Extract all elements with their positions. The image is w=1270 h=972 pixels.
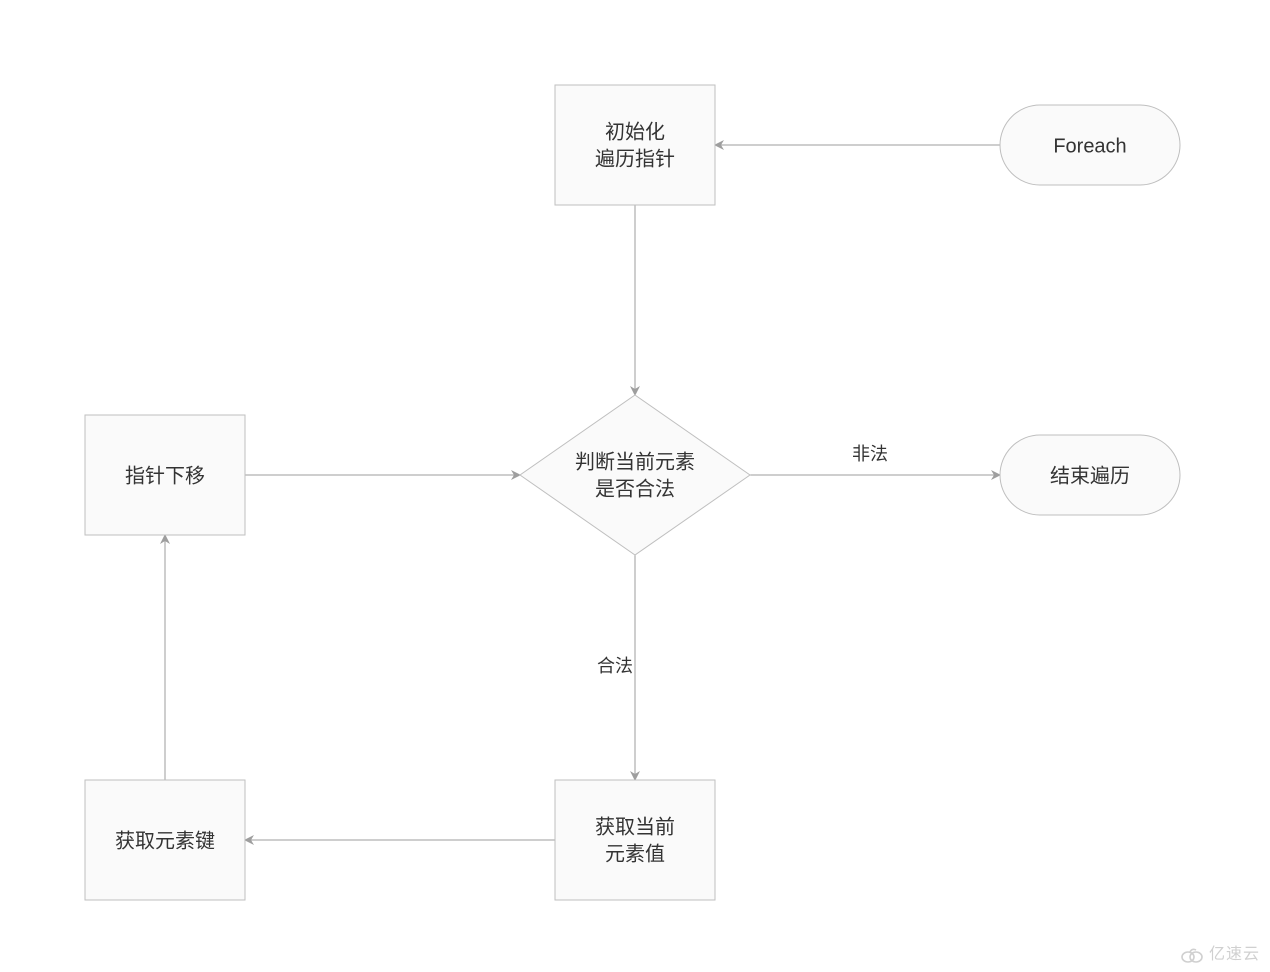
node-init-label2: 遍历指针	[595, 147, 675, 170]
node-init-label1: 初始化	[605, 120, 665, 143]
flowchart-canvas: 非法 合法 Foreach 初始化 遍历指针 判断当前元素	[0, 0, 1270, 972]
node-decision: 判断当前元素 是否合法	[520, 395, 750, 555]
node-decision-label2: 是否合法	[595, 477, 675, 500]
node-getval: 获取当前 元素值	[555, 780, 715, 900]
node-getval-label2: 元素值	[605, 842, 665, 865]
node-end: 结束遍历	[1000, 435, 1180, 515]
node-getval-label1: 获取当前	[595, 815, 675, 838]
node-init: 初始化 遍历指针	[555, 85, 715, 205]
node-getkey-label: 获取元素键	[115, 829, 215, 852]
node-foreach: Foreach	[1000, 105, 1180, 185]
nodes-group: Foreach 初始化 遍历指针 判断当前元素 是否合法 结束遍历 指针下移	[85, 85, 1180, 900]
node-moveptr-label: 指针下移	[125, 464, 205, 487]
node-moveptr: 指针下移	[85, 415, 245, 535]
node-getkey: 获取元素键	[85, 780, 245, 900]
node-foreach-label: Foreach	[1053, 135, 1126, 157]
node-decision-label1: 判断当前元素	[575, 450, 695, 473]
watermark-text: 亿速云	[1209, 946, 1260, 963]
watermark-icon	[1179, 946, 1205, 964]
edge-label-legal: 合法	[597, 656, 633, 676]
node-end-label: 结束遍历	[1050, 464, 1130, 487]
edge-label-illegal: 非法	[852, 444, 888, 464]
watermark: 亿速云	[1179, 940, 1260, 964]
